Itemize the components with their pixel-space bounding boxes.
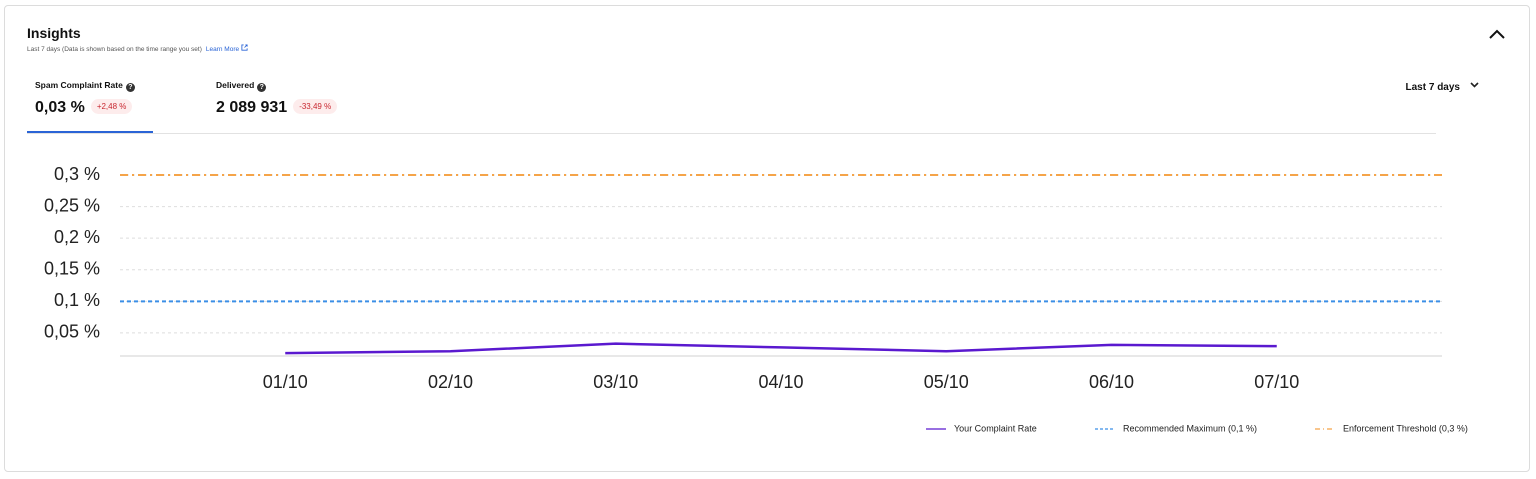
y-tick-label: 0,1 % <box>54 290 100 310</box>
tab-value: 0,03 % <box>35 99 85 116</box>
x-tick-label: 02/10 <box>428 372 473 392</box>
legend-label: Your Complaint Rate <box>954 423 1037 433</box>
x-tick-label: 03/10 <box>593 372 638 392</box>
tab-value: 2 089 931 <box>216 99 288 116</box>
collapse-button[interactable] <box>1487 27 1507 41</box>
help-icon: ? <box>257 83 267 92</box>
insights-card <box>4 5 1530 472</box>
tab[interactable]: Delivered? 2 089 931 -33,49 % <box>216 80 338 117</box>
subtitle: Last 7 days (Data is shown based on the … <box>27 46 202 53</box>
tab-value-row: 2 089 931 -33,49 % <box>216 99 338 117</box>
tab-value-row: 0,03 % +2,48 % <box>35 99 135 117</box>
tab-label-row: Delivered? <box>216 80 337 92</box>
y-tick-label: 0,3 % <box>54 164 100 184</box>
x-tick-label: 06/10 <box>1089 372 1134 392</box>
legend-label: Enforcement Threshold (0,3 %) <box>1343 423 1468 433</box>
tab-label: Delivered <box>216 80 255 90</box>
help-icon: ? <box>125 83 135 92</box>
dropdown-chevron <box>1470 82 1479 88</box>
learn-more-link[interactable]: Learn More <box>205 44 248 53</box>
subtitle-row: Last 7 days (Data is shown based on the … <box>27 44 248 53</box>
range-label[interactable]: Last 7 days <box>1405 82 1460 93</box>
change-badge: -33,49 % <box>293 99 338 114</box>
tab-label-row: Spam Complaint Rate? <box>35 80 135 92</box>
tab[interactable]: Spam Complaint Rate? 0,03 % +2,48 % <box>35 80 135 117</box>
range-dropdown[interactable]: Last 7 days <box>1406 80 1480 93</box>
legend-label: Recommended Maximum (0,1 %) <box>1123 423 1257 433</box>
tab-label: Spam Complaint Rate <box>35 80 123 90</box>
tab-divider <box>27 133 1436 134</box>
y-tick-label: 0,2 % <box>54 227 100 247</box>
x-tick-label: 04/10 <box>758 372 803 392</box>
link-text[interactable]: Learn More <box>205 46 240 53</box>
y-tick-label: 0,15 % <box>44 258 100 278</box>
y-tick-label: 0,05 % <box>44 322 100 342</box>
x-tick-label: 07/10 <box>1254 372 1299 392</box>
active-tab-underline <box>27 131 153 133</box>
change-badge: +2,48 % <box>90 99 133 114</box>
x-tick-label: 05/10 <box>924 372 969 392</box>
external-icon <box>241 44 248 51</box>
x-tick-label: 01/10 <box>263 372 308 392</box>
title: Insights <box>27 25 81 41</box>
series-line <box>285 342 1277 355</box>
y-tick-label: 0,25 % <box>44 195 100 215</box>
